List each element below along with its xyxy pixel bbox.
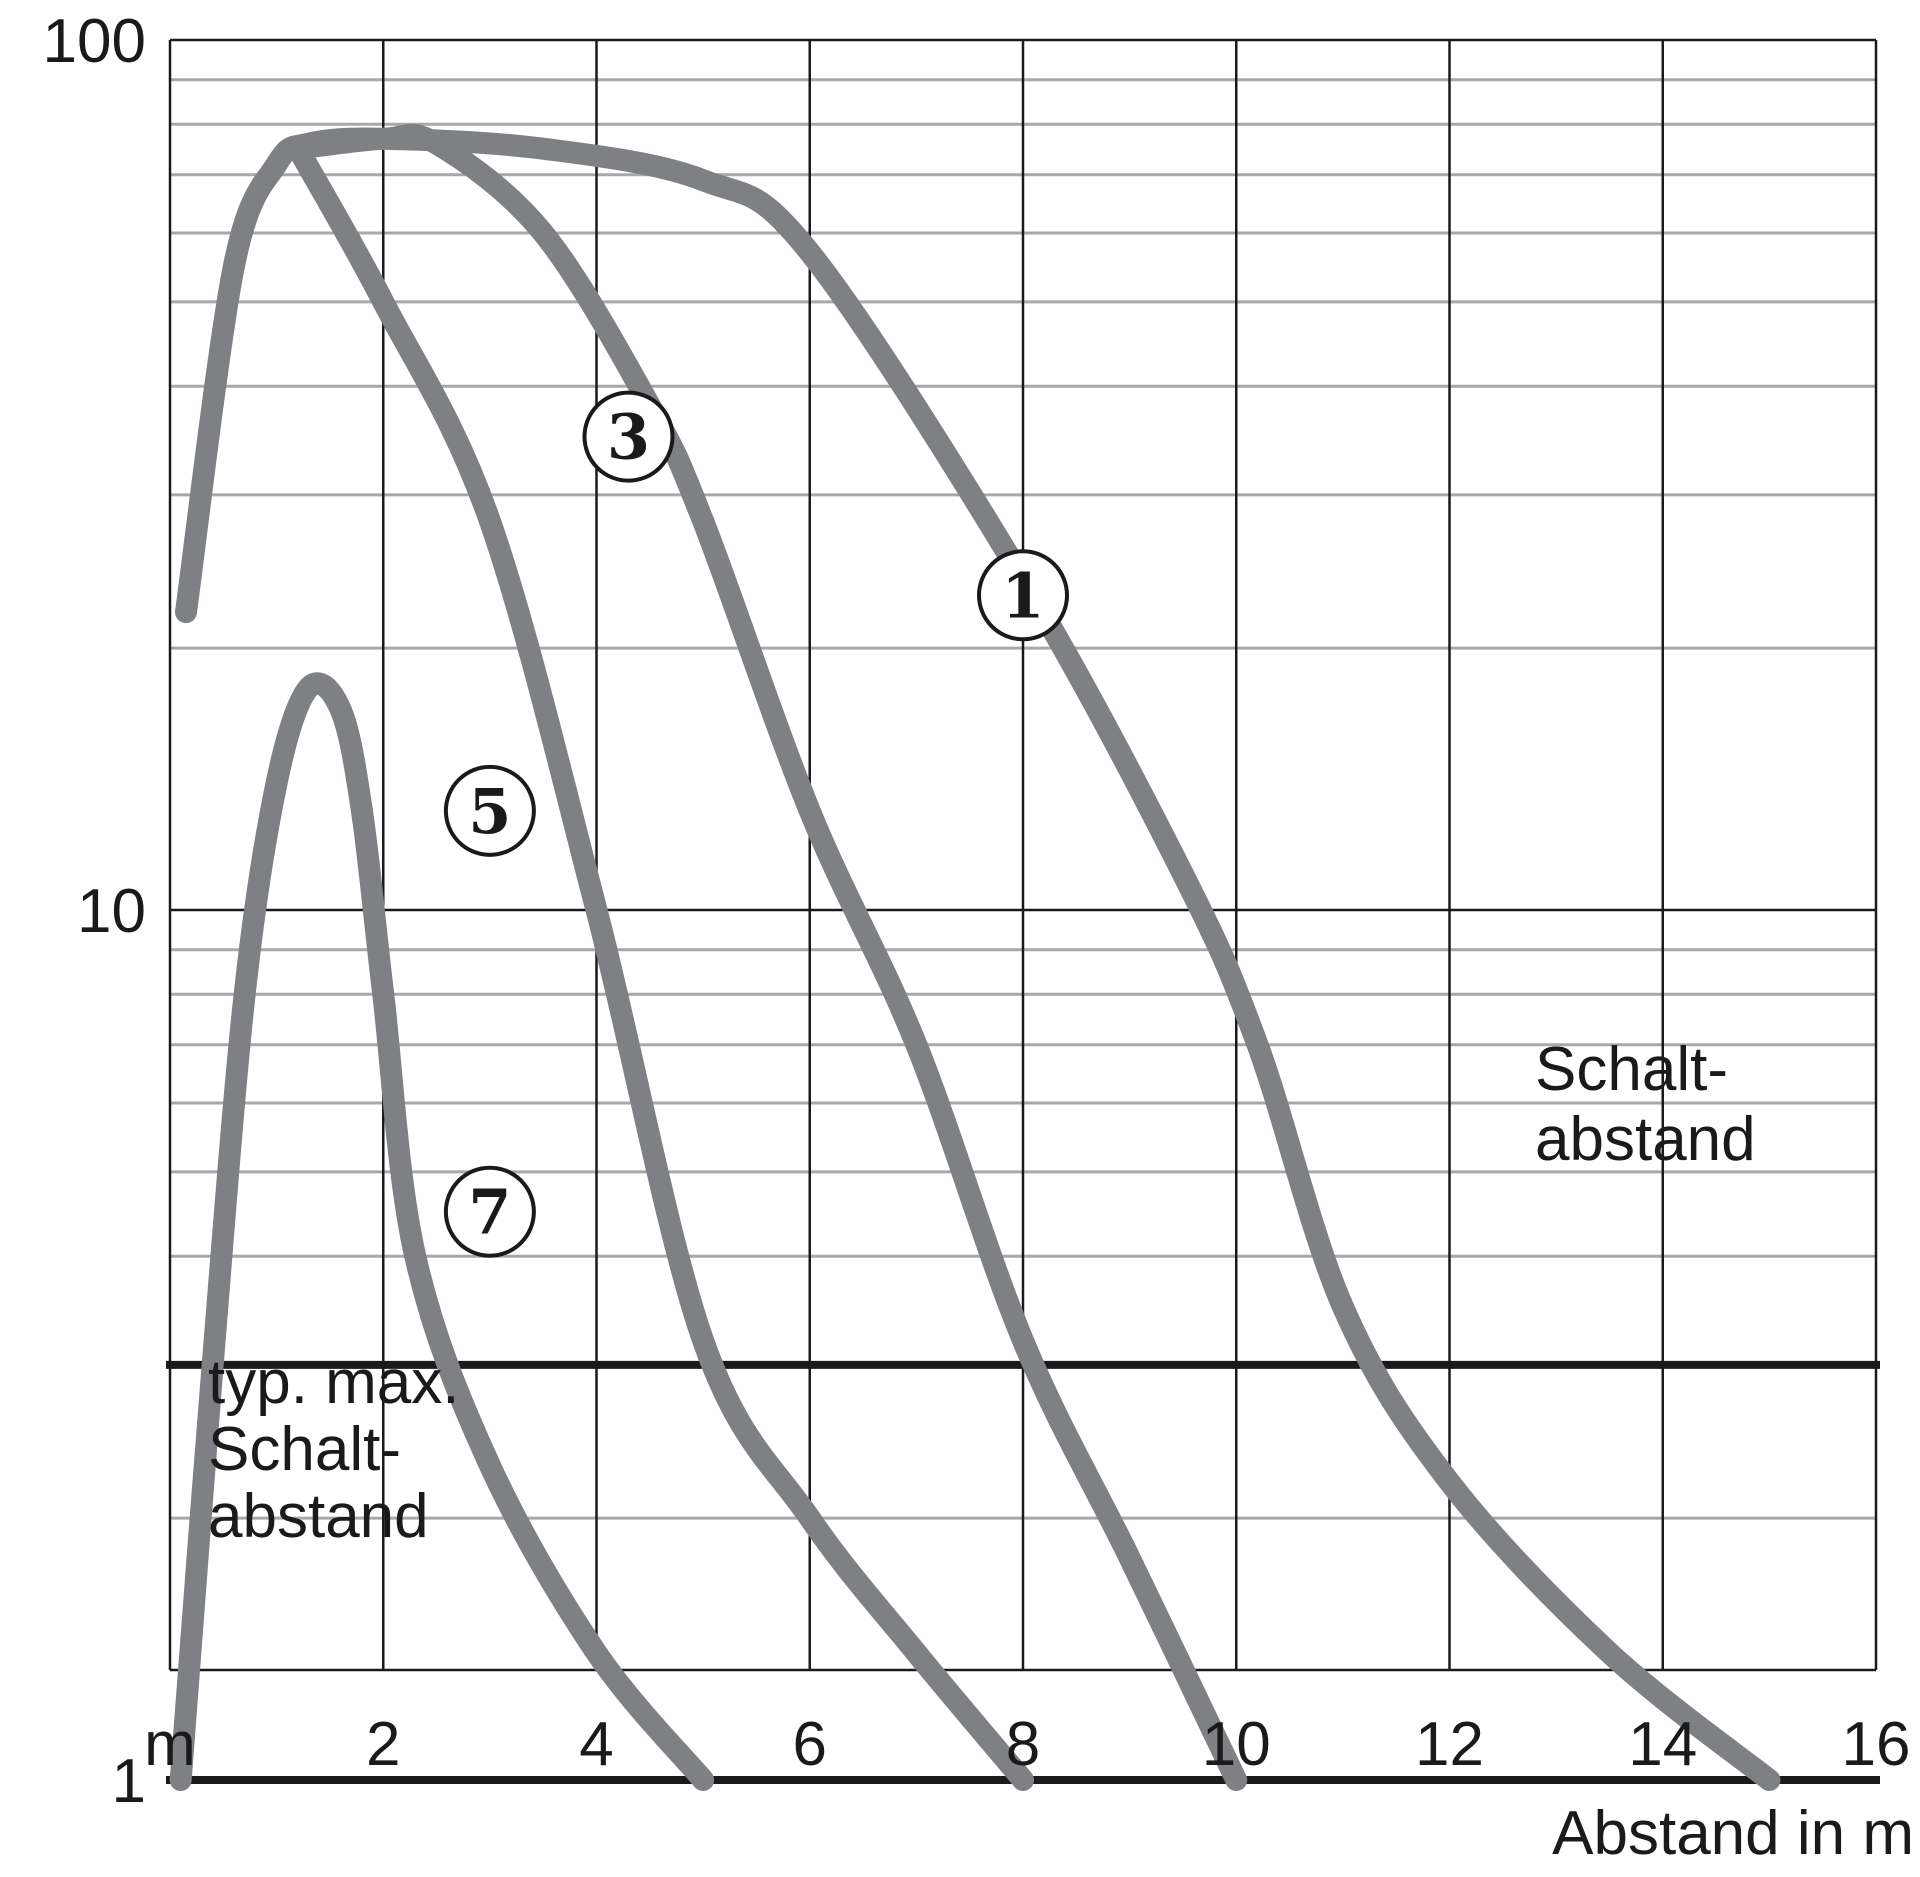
- x-axis-title: Abstand in m: [1552, 1799, 1914, 1868]
- tick-labels: 1 3 5 7 1 10 100 m 2 4 6 8 10 12 14 16: [43, 7, 1911, 1816]
- x-tick-label: 4: [579, 1710, 613, 1779]
- x-tick-label: 16: [1842, 1710, 1911, 1779]
- x-tick-label: 6: [793, 1710, 827, 1779]
- series-curve-3: [286, 137, 1034, 1791]
- series-label: 5: [468, 775, 511, 848]
- switching-distance-label-line1: Schalt-: [1535, 1035, 1728, 1104]
- y-tick-label: 100: [43, 7, 146, 76]
- typ-max-switching-distance-line1: typ. max.: [208, 1348, 460, 1417]
- x-tick-label: 10: [1202, 1710, 1271, 1779]
- y-tick-label: 1: [112, 1747, 146, 1816]
- typ-max-switching-distance-line3: abstand: [208, 1482, 429, 1551]
- data-curves: [169, 123, 1781, 1791]
- series-curve-4: [169, 672, 715, 1791]
- switching-distance-label-line2: abstand: [1535, 1105, 1756, 1174]
- series-label-circle: [582, 390, 675, 483]
- typ-max-switching-distance-line2: Schalt-: [208, 1415, 401, 1484]
- x-tick-label: 12: [1415, 1710, 1484, 1779]
- series-label: 7: [468, 1176, 511, 1249]
- x-tick-label: 14: [1628, 1710, 1697, 1779]
- series-curve-2: [286, 123, 1248, 1791]
- x-tick-label: 2: [366, 1710, 400, 1779]
- series-label: 3: [607, 401, 650, 474]
- series-label-circle: [443, 1165, 536, 1258]
- x-tick-label-unit: m: [144, 1710, 196, 1779]
- series-label: 1: [1001, 559, 1044, 632]
- x-tick-label: 8: [1006, 1710, 1040, 1779]
- series-label-circle: [977, 549, 1069, 642]
- series-label-circle: [443, 764, 536, 857]
- y-tick-label: 10: [77, 877, 146, 946]
